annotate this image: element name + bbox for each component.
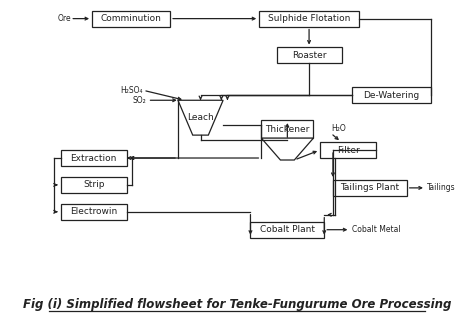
Text: Electrowin: Electrowin [70, 207, 118, 216]
Text: Leach: Leach [187, 113, 214, 122]
Text: H₂O: H₂O [331, 124, 346, 133]
Bar [333, 180, 407, 196]
Text: De-Watering: De-Watering [364, 91, 419, 100]
Polygon shape [261, 138, 313, 160]
Text: Strip: Strip [83, 180, 104, 189]
Bar [261, 120, 313, 138]
Bar [353, 87, 431, 103]
Text: Sulphide Flotation: Sulphide Flotation [268, 14, 350, 23]
Polygon shape [178, 100, 223, 135]
Bar [250, 222, 324, 238]
Bar [61, 204, 127, 220]
Text: Extraction: Extraction [71, 154, 117, 163]
Text: Thickener: Thickener [265, 125, 310, 134]
Bar [61, 177, 127, 193]
Text: SO₂: SO₂ [133, 96, 146, 105]
Text: Ore: Ore [57, 14, 71, 23]
Text: Cobalt Metal: Cobalt Metal [352, 225, 401, 234]
Text: H₂SO₄: H₂SO₄ [120, 86, 142, 95]
Text: Roaster: Roaster [292, 51, 326, 60]
Bar [276, 47, 342, 63]
Bar [92, 11, 170, 27]
Text: Cobalt Plant: Cobalt Plant [260, 225, 315, 234]
Text: Tailings Plant: Tailings Plant [340, 184, 400, 192]
Text: Comminution: Comminution [100, 14, 162, 23]
Text: Filter: Filter [337, 146, 359, 155]
Bar [259, 11, 359, 27]
Text: Tailings: Tailings [427, 184, 456, 192]
Text: Fig (i) Simplified flowsheet for Tenke-Fungurume Ore Processing: Fig (i) Simplified flowsheet for Tenke-F… [23, 298, 451, 311]
Bar [61, 150, 127, 166]
Bar [320, 142, 376, 158]
